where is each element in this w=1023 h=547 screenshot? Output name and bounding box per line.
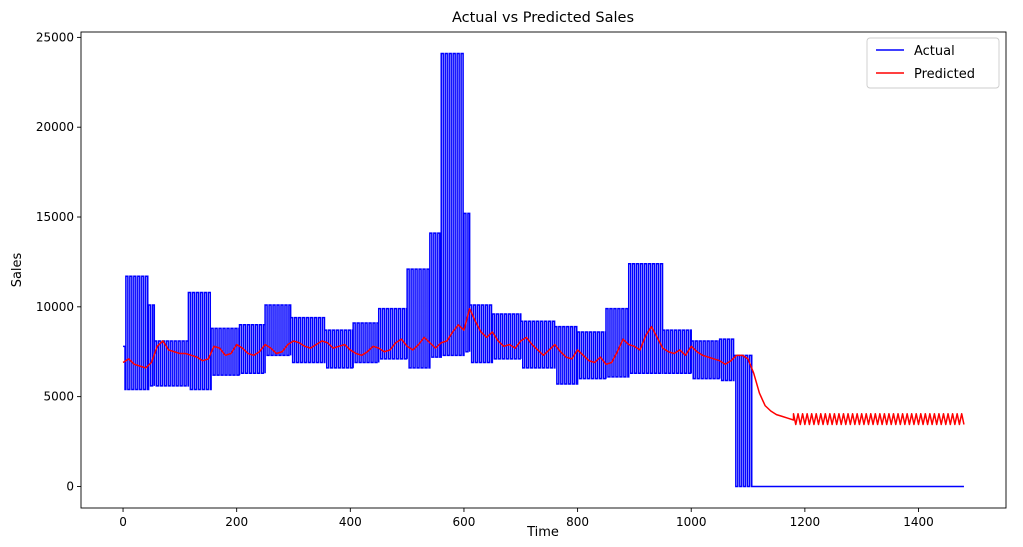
- legend-label-actual: Actual: [914, 44, 955, 59]
- y-tick-label: 10000: [36, 300, 74, 314]
- legend: Actual Predicted: [866, 37, 1000, 89]
- chart-title: Actual vs Predicted Sales: [452, 10, 634, 26]
- y-axis: 0 5000 10000 15000 20000 25000: [36, 30, 81, 493]
- x-tick-label: 1200: [790, 515, 821, 529]
- x-tick-label: 400: [339, 515, 362, 529]
- x-tick-label: 200: [225, 515, 248, 529]
- x-tick-label: 800: [566, 515, 589, 529]
- y-tick-label: 5000: [43, 390, 74, 404]
- y-tick-label: 0: [66, 479, 74, 493]
- x-axis-label: Time: [526, 525, 559, 540]
- x-tick-label: 0: [119, 515, 127, 529]
- x-tick-label: 600: [453, 515, 476, 529]
- y-tick-label: 25000: [36, 30, 74, 44]
- series-line-actual: [123, 52, 964, 488]
- y-axis-label: Sales: [10, 252, 25, 287]
- series-line-predicted: [122, 307, 965, 426]
- axes-frame: [80, 31, 1007, 509]
- y-tick-label: 20000: [36, 120, 74, 134]
- y-tick-label: 15000: [36, 210, 74, 224]
- legend-label-predicted: Predicted: [914, 67, 975, 82]
- x-tick-label: 1400: [903, 515, 934, 529]
- plot-area: [122, 52, 965, 488]
- x-tick-label: 1000: [676, 515, 707, 529]
- x-axis: 0 200 400 600 800 1000 1200 1400: [119, 508, 934, 529]
